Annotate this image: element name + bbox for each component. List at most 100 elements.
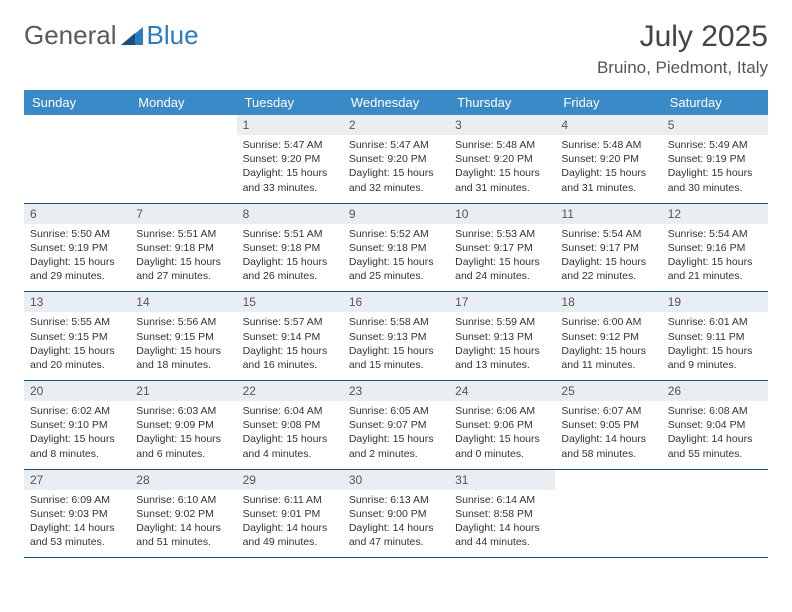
location: Bruino, Piedmont, Italy <box>597 58 768 78</box>
calendar-cell: 30Sunrise: 6:13 AMSunset: 9:00 PMDayligh… <box>343 469 449 558</box>
day-number: 22 <box>237 381 343 401</box>
sunrise-text: Sunrise: 6:03 AM <box>136 404 230 418</box>
sunrise-text: Sunrise: 5:55 AM <box>30 315 124 329</box>
day-body: Sunrise: 5:54 AMSunset: 9:17 PMDaylight:… <box>555 224 661 292</box>
calendar-week-row: 0...0...1Sunrise: 5:47 AMSunset: 9:20 PM… <box>24 115 768 203</box>
sunrise-text: Sunrise: 6:08 AM <box>668 404 762 418</box>
day-number: 13 <box>24 292 130 312</box>
day-number: 17 <box>449 292 555 312</box>
day-number: 26 <box>662 381 768 401</box>
sunset-text: Sunset: 9:06 PM <box>455 418 549 432</box>
sunrise-text: Sunrise: 6:06 AM <box>455 404 549 418</box>
title-block: July 2025 Bruino, Piedmont, Italy <box>597 20 768 78</box>
sunrise-text: Sunrise: 5:58 AM <box>349 315 443 329</box>
day-header: Wednesday <box>343 90 449 115</box>
day-body: Sunrise: 5:47 AMSunset: 9:20 PMDaylight:… <box>343 135 449 203</box>
sunrise-text: Sunrise: 5:47 AM <box>349 138 443 152</box>
day-header: Saturday <box>662 90 768 115</box>
day-number: 14 <box>130 292 236 312</box>
calendar-cell: 2Sunrise: 5:47 AMSunset: 9:20 PMDaylight… <box>343 115 449 203</box>
calendar-cell: 7Sunrise: 5:51 AMSunset: 9:18 PMDaylight… <box>130 203 236 292</box>
sunrise-text: Sunrise: 6:10 AM <box>136 493 230 507</box>
day-body: Sunrise: 5:55 AMSunset: 9:15 PMDaylight:… <box>24 312 130 380</box>
daylight-text: Daylight: 14 hours and 53 minutes. <box>30 521 124 549</box>
day-number: 8 <box>237 204 343 224</box>
daylight-text: Daylight: 14 hours and 55 minutes. <box>668 432 762 460</box>
day-body: Sunrise: 6:02 AMSunset: 9:10 PMDaylight:… <box>24 401 130 469</box>
calendar-week-row: 6Sunrise: 5:50 AMSunset: 9:19 PMDaylight… <box>24 203 768 292</box>
day-header: Tuesday <box>237 90 343 115</box>
day-number: 31 <box>449 470 555 490</box>
sunrise-text: Sunrise: 5:52 AM <box>349 227 443 241</box>
daylight-text: Daylight: 15 hours and 20 minutes. <box>30 344 124 372</box>
sunrise-text: Sunrise: 6:13 AM <box>349 493 443 507</box>
day-number: 28 <box>130 470 236 490</box>
sunset-text: Sunset: 9:15 PM <box>136 330 230 344</box>
daylight-text: Daylight: 14 hours and 44 minutes. <box>455 521 549 549</box>
day-body: Sunrise: 6:09 AMSunset: 9:03 PMDaylight:… <box>24 490 130 558</box>
daylight-text: Daylight: 15 hours and 24 minutes. <box>455 255 549 283</box>
sunrise-text: Sunrise: 5:57 AM <box>243 315 337 329</box>
day-body: Sunrise: 5:48 AMSunset: 9:20 PMDaylight:… <box>555 135 661 203</box>
calendar-cell: 16Sunrise: 5:58 AMSunset: 9:13 PMDayligh… <box>343 292 449 381</box>
day-body: Sunrise: 6:13 AMSunset: 9:00 PMDaylight:… <box>343 490 449 558</box>
sunset-text: Sunset: 9:20 PM <box>455 152 549 166</box>
day-body: Sunrise: 5:57 AMSunset: 9:14 PMDaylight:… <box>237 312 343 380</box>
day-body: Sunrise: 6:11 AMSunset: 9:01 PMDaylight:… <box>237 490 343 558</box>
logo-word2: Blue <box>147 20 199 51</box>
sunset-text: Sunset: 9:13 PM <box>455 330 549 344</box>
calendar-cell: 29Sunrise: 6:11 AMSunset: 9:01 PMDayligh… <box>237 469 343 558</box>
calendar-cell: 23Sunrise: 6:05 AMSunset: 9:07 PMDayligh… <box>343 381 449 470</box>
sunrise-text: Sunrise: 6:04 AM <box>243 404 337 418</box>
day-number: 18 <box>555 292 661 312</box>
day-number: 30 <box>343 470 449 490</box>
logo: General Blue <box>24 20 199 51</box>
daylight-text: Daylight: 14 hours and 58 minutes. <box>561 432 655 460</box>
day-body: Sunrise: 6:07 AMSunset: 9:05 PMDaylight:… <box>555 401 661 469</box>
sunrise-text: Sunrise: 5:56 AM <box>136 315 230 329</box>
calendar-cell: 0... <box>24 115 130 203</box>
day-number: 3 <box>449 115 555 135</box>
day-number: 19 <box>662 292 768 312</box>
calendar-cell: 31Sunrise: 6:14 AMSunset: 8:58 PMDayligh… <box>449 469 555 558</box>
calendar-cell: 5Sunrise: 5:49 AMSunset: 9:19 PMDaylight… <box>662 115 768 203</box>
day-number: 5 <box>662 115 768 135</box>
day-header: Monday <box>130 90 236 115</box>
day-body: Sunrise: 5:56 AMSunset: 9:15 PMDaylight:… <box>130 312 236 380</box>
day-number: 7 <box>130 204 236 224</box>
sunset-text: Sunset: 9:17 PM <box>455 241 549 255</box>
sunset-text: Sunset: 9:20 PM <box>349 152 443 166</box>
month-title: July 2025 <box>597 20 768 54</box>
day-number: 16 <box>343 292 449 312</box>
day-body: Sunrise: 5:48 AMSunset: 9:20 PMDaylight:… <box>449 135 555 203</box>
daylight-text: Daylight: 15 hours and 13 minutes. <box>455 344 549 372</box>
day-body: Sunrise: 6:01 AMSunset: 9:11 PMDaylight:… <box>662 312 768 380</box>
day-body: Sunrise: 6:14 AMSunset: 8:58 PMDaylight:… <box>449 490 555 558</box>
day-number: 12 <box>662 204 768 224</box>
sunrise-text: Sunrise: 5:48 AM <box>455 138 549 152</box>
daylight-text: Daylight: 15 hours and 18 minutes. <box>136 344 230 372</box>
day-number: 21 <box>130 381 236 401</box>
calendar-cell: 24Sunrise: 6:06 AMSunset: 9:06 PMDayligh… <box>449 381 555 470</box>
day-body: Sunrise: 6:08 AMSunset: 9:04 PMDaylight:… <box>662 401 768 469</box>
sunrise-text: Sunrise: 6:05 AM <box>349 404 443 418</box>
day-header: Friday <box>555 90 661 115</box>
calendar-cell: 0... <box>662 469 768 558</box>
calendar-cell: 6Sunrise: 5:50 AMSunset: 9:19 PMDaylight… <box>24 203 130 292</box>
sunset-text: Sunset: 9:03 PM <box>30 507 124 521</box>
daylight-text: Daylight: 15 hours and 25 minutes. <box>349 255 443 283</box>
sunrise-text: Sunrise: 5:50 AM <box>30 227 124 241</box>
calendar-cell: 12Sunrise: 5:54 AMSunset: 9:16 PMDayligh… <box>662 203 768 292</box>
daylight-text: Daylight: 15 hours and 6 minutes. <box>136 432 230 460</box>
calendar-table: Sunday Monday Tuesday Wednesday Thursday… <box>24 90 768 558</box>
day-number: 15 <box>237 292 343 312</box>
daylight-text: Daylight: 14 hours and 51 minutes. <box>136 521 230 549</box>
logo-word1: General <box>24 20 117 51</box>
sunset-text: Sunset: 9:12 PM <box>561 330 655 344</box>
sunset-text: Sunset: 9:11 PM <box>668 330 762 344</box>
day-number: 27 <box>24 470 130 490</box>
daylight-text: Daylight: 15 hours and 31 minutes. <box>455 166 549 194</box>
day-body: Sunrise: 6:00 AMSunset: 9:12 PMDaylight:… <box>555 312 661 380</box>
daylight-text: Daylight: 15 hours and 26 minutes. <box>243 255 337 283</box>
day-number: 29 <box>237 470 343 490</box>
